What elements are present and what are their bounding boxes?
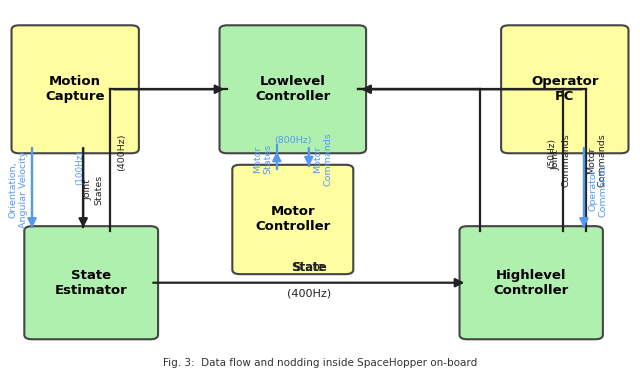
Text: (400Hz): (400Hz) — [287, 289, 331, 299]
Text: Motor
Commands: Motor Commands — [588, 133, 607, 187]
FancyBboxPatch shape — [501, 25, 628, 153]
FancyBboxPatch shape — [220, 25, 366, 153]
Text: (100Hz): (100Hz) — [75, 150, 84, 185]
Text: Operator
Commands: Operator Commands — [588, 163, 608, 217]
Text: Orientation,
Angular Velocity: Orientation, Angular Velocity — [8, 151, 28, 228]
Text: Lowlevel
Controller: Lowlevel Controller — [255, 75, 330, 103]
FancyBboxPatch shape — [232, 165, 353, 274]
Text: (800Hz): (800Hz) — [274, 136, 312, 145]
Text: State
Estimator: State Estimator — [55, 269, 127, 297]
Text: Motor
States: Motor States — [253, 144, 273, 174]
FancyBboxPatch shape — [24, 226, 158, 339]
Text: Joint
Commands: Joint Commands — [552, 133, 571, 187]
FancyBboxPatch shape — [12, 25, 139, 153]
Text: State: State — [293, 262, 324, 274]
Text: Motor
Commands: Motor Commands — [313, 132, 333, 186]
FancyBboxPatch shape — [460, 226, 603, 339]
Text: Fig. 3:  Data flow and nodding inside SpaceHopper on-board: Fig. 3: Data flow and nodding inside Spa… — [163, 358, 477, 368]
Text: Operator
PC: Operator PC — [531, 75, 598, 103]
Text: State: State — [291, 262, 326, 274]
Text: Motion
Capture: Motion Capture — [45, 75, 105, 103]
Text: Motor
Controller: Motor Controller — [255, 205, 330, 234]
Text: Joint
States: Joint States — [84, 174, 103, 205]
Text: Highlevel
Controller: Highlevel Controller — [493, 269, 569, 297]
Text: (50Hz): (50Hz) — [547, 138, 556, 167]
Text: (400Hz): (400Hz) — [117, 134, 127, 171]
